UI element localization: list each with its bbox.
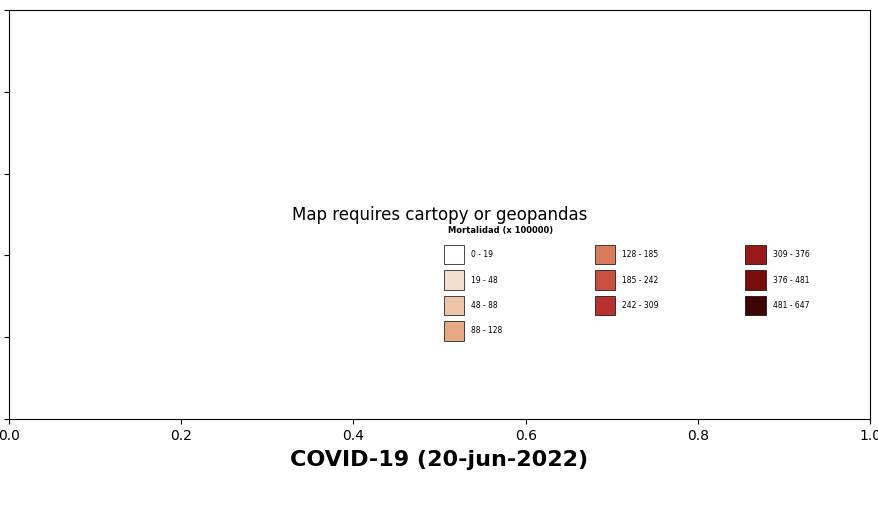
- FancyBboxPatch shape: [594, 295, 615, 315]
- Text: COVID-19 (20-jun-2022): COVID-19 (20-jun-2022): [290, 450, 588, 471]
- Text: 376 - 481: 376 - 481: [772, 275, 809, 285]
- Text: 128 - 185: 128 - 185: [622, 250, 658, 259]
- Text: 19 - 48: 19 - 48: [471, 275, 498, 285]
- FancyBboxPatch shape: [745, 295, 765, 315]
- Text: 185 - 242: 185 - 242: [622, 275, 658, 285]
- FancyBboxPatch shape: [745, 245, 765, 265]
- FancyBboxPatch shape: [594, 245, 615, 265]
- FancyBboxPatch shape: [443, 295, 464, 315]
- FancyBboxPatch shape: [745, 270, 765, 290]
- Text: 242 - 309: 242 - 309: [622, 301, 658, 310]
- FancyBboxPatch shape: [443, 321, 464, 340]
- Text: 309 - 376: 309 - 376: [772, 250, 809, 259]
- Text: 88 - 128: 88 - 128: [471, 326, 502, 335]
- FancyBboxPatch shape: [594, 270, 615, 290]
- Text: 0 - 19: 0 - 19: [471, 250, 493, 259]
- Text: Map requires cartopy or geopandas: Map requires cartopy or geopandas: [291, 205, 587, 224]
- Text: 48 - 88: 48 - 88: [471, 301, 498, 310]
- FancyBboxPatch shape: [443, 245, 464, 265]
- FancyBboxPatch shape: [443, 270, 464, 290]
- Text: Mortalidad (x 100000): Mortalidad (x 100000): [448, 226, 552, 235]
- Text: 481 - 647: 481 - 647: [772, 301, 809, 310]
